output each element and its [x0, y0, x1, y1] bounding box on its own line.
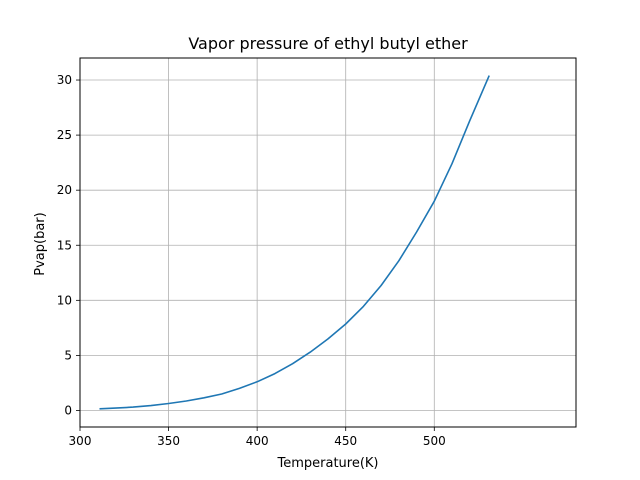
y-tick-label: 30: [57, 73, 72, 87]
x-tick-label: 400: [246, 434, 269, 448]
y-tick-label: 15: [57, 238, 72, 252]
plot-lines: [99, 75, 490, 410]
x-tick-label: 500: [423, 434, 446, 448]
y-tick-label: 20: [57, 183, 72, 197]
chart-title: Vapor pressure of ethyl butyl ether: [188, 34, 468, 53]
y-tick-label: 0: [64, 403, 72, 417]
y-axis-label: Pvap(bar): [33, 212, 48, 275]
axis-ticks: 300 350 400 450 500 0 5 10 15 20 25 30: [57, 73, 446, 448]
x-axis-label: Temperature(K): [276, 456, 378, 471]
x-tick-label: 350: [157, 434, 180, 448]
plot-area-frame: [79, 57, 577, 428]
y-tick-label: 25: [57, 128, 72, 142]
y-tick-label: 5: [64, 348, 72, 362]
y-tick-label: 10: [57, 293, 72, 307]
vapor-pressure-line: [99, 75, 490, 410]
x-tick-label: 450: [334, 434, 357, 448]
x-tick-label: 300: [69, 434, 92, 448]
grid: [79, 58, 576, 427]
